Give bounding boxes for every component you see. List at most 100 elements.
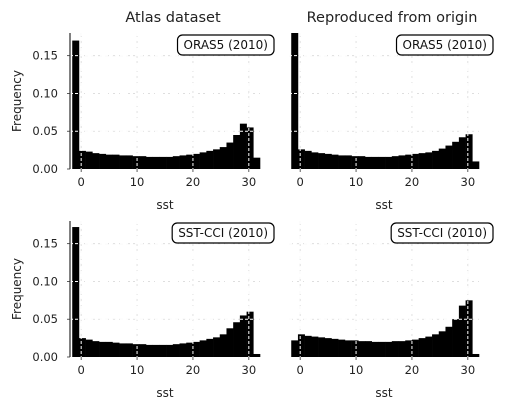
histogram-bar xyxy=(351,340,359,357)
histogram-bar xyxy=(146,156,154,169)
histogram-bar xyxy=(425,336,433,357)
x-axis-label: sst xyxy=(375,198,393,212)
histogram-bar xyxy=(132,156,140,169)
histogram-bar xyxy=(92,153,100,169)
histogram-bar xyxy=(139,344,147,357)
histogram-bar xyxy=(405,154,413,169)
y-tick-label: 0.10 xyxy=(32,274,58,288)
histogram-bar xyxy=(418,153,426,169)
histogram-bar xyxy=(246,311,254,357)
histogram-bar xyxy=(465,300,473,357)
histogram-bar xyxy=(351,156,359,169)
histogram-bar xyxy=(253,157,261,169)
histogram-bar xyxy=(445,326,453,357)
histogram-bar xyxy=(233,322,241,357)
histogram-bar xyxy=(78,338,86,357)
histogram-bar xyxy=(112,154,120,169)
x-axis-label: sst xyxy=(156,386,174,400)
histogram-bar xyxy=(358,156,366,169)
histogram-bar xyxy=(92,341,100,357)
histogram-bar xyxy=(239,315,247,357)
histogram-bar xyxy=(391,341,399,357)
annotation-box xyxy=(171,222,275,244)
histogram-bar xyxy=(297,334,305,357)
histogram-bar xyxy=(378,341,386,357)
column-title: Reproduced from origin xyxy=(307,10,478,26)
histogram-bar xyxy=(226,328,234,357)
histogram-bar xyxy=(159,344,167,357)
histogram-bar xyxy=(99,341,107,357)
histogram-bar xyxy=(385,156,393,169)
x-tick-label: 30 xyxy=(242,175,257,189)
histogram-bar xyxy=(105,154,113,169)
panel-bottom-left: 0 10 20 30 0.00 0.05 0.10 0.15 sst Frequency SST-C… xyxy=(10,221,275,400)
histogram-bar xyxy=(192,153,200,169)
histogram-bar xyxy=(253,353,261,357)
histogram-bar xyxy=(199,152,207,169)
histogram-bar xyxy=(452,319,460,357)
histogram-bar xyxy=(365,341,373,357)
annotation-label: SST-CCI (2010) xyxy=(397,226,487,240)
histogram-bar xyxy=(432,150,440,169)
x-tick-label: 20 xyxy=(186,175,201,189)
histogram-bar xyxy=(391,156,399,169)
x-tick-label: 10 xyxy=(349,363,364,377)
x-tick-label: 10 xyxy=(130,363,145,377)
histogram-bar xyxy=(418,338,426,357)
x-tick-label: 0 xyxy=(78,363,85,377)
histogram-bar xyxy=(72,40,80,169)
histogram-bar xyxy=(291,340,299,357)
histogram-bar xyxy=(152,156,160,169)
histogram-bar xyxy=(146,344,154,357)
histogram-bar xyxy=(331,154,339,169)
histogram-bar xyxy=(152,344,160,357)
x-tick-label: 10 xyxy=(130,175,145,189)
histogram-bar xyxy=(344,155,352,169)
histogram-bar xyxy=(206,338,214,357)
histogram-bar xyxy=(125,155,133,169)
x-axis-label: sst xyxy=(375,386,393,400)
x-tick-label: 0 xyxy=(297,175,304,189)
annotation-label: SST-CCI (2010) xyxy=(178,226,268,240)
x-tick-label: 30 xyxy=(242,363,257,377)
histogram-bar xyxy=(105,341,113,357)
histogram-bar xyxy=(78,150,86,169)
histogram-bar xyxy=(246,127,254,169)
histogram-bar xyxy=(213,337,221,357)
histogram-bar xyxy=(378,156,386,169)
histogram-bar xyxy=(72,227,80,357)
histogram-bar xyxy=(166,156,174,169)
histogram-bar xyxy=(179,155,187,169)
histogram-bar xyxy=(85,339,93,357)
histogram-bar xyxy=(472,161,480,169)
histogram-bar xyxy=(132,344,140,357)
histogram-bar xyxy=(125,343,133,357)
histogram-bar xyxy=(438,148,446,169)
x-axis-label: sst xyxy=(156,198,174,212)
histogram-bar xyxy=(179,343,187,357)
histogram-bar xyxy=(458,137,466,169)
histogram-bar xyxy=(411,339,419,357)
histogram-bar xyxy=(324,153,332,169)
x-tick-label: 20 xyxy=(186,363,201,377)
histogram-bar xyxy=(331,338,339,357)
y-axis-label: Frequency xyxy=(10,70,24,132)
histogram-bar xyxy=(458,305,466,357)
histogram-bar xyxy=(371,156,379,169)
histogram-bar xyxy=(371,341,379,357)
y-axis-label: Frequency xyxy=(10,258,24,320)
histogram-bar xyxy=(318,153,326,169)
histogram-bar xyxy=(438,331,446,357)
histogram-bar xyxy=(344,340,352,357)
y-tick-label: 0.15 xyxy=(32,49,58,63)
histogram-bar xyxy=(405,340,413,357)
histogram-bar xyxy=(365,156,373,169)
panel-top-right: 0 10 20 30 sst Reproduced from origin ORAS5 (2… xyxy=(289,10,494,212)
histogram-bar xyxy=(311,336,319,357)
histogram-bar xyxy=(291,33,299,169)
histogram-bar xyxy=(465,134,473,169)
histogram-bar xyxy=(318,337,326,357)
histogram-bar xyxy=(119,155,127,169)
histogram-bar xyxy=(119,343,127,357)
histogram-bar xyxy=(324,338,332,357)
